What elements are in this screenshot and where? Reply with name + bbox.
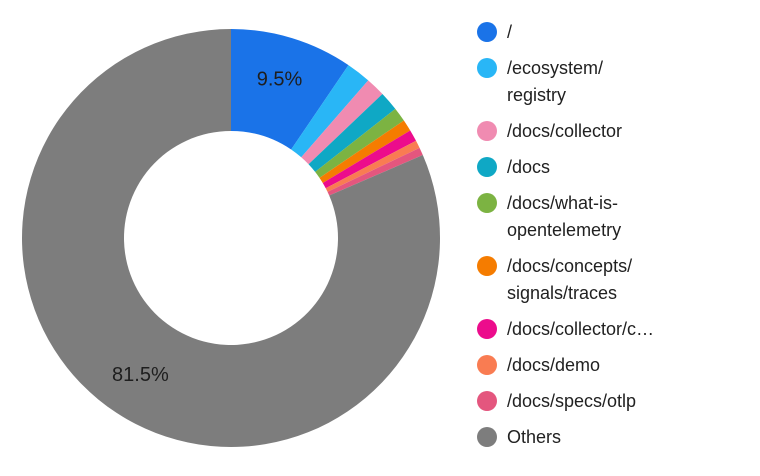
legend-swatch-icon [477, 427, 497, 447]
legend-item-/docs/specs/otlp[interactable]: /docs/specs/otlp [477, 388, 747, 415]
legend-label: /docs/collector [507, 121, 623, 141]
legend-swatch-icon [477, 121, 497, 141]
legend-item-/docs/what-is-opentelemetry[interactable]: /docs/what-is- opentelemetry [477, 190, 747, 244]
legend-item-/docs/concepts/signals/traces[interactable]: /docs/concepts/ signals/traces [477, 253, 747, 307]
legend-swatch-icon [477, 193, 497, 213]
donut-chart: 9.5% 81.5% [21, 29, 440, 447]
legend-label: / [507, 22, 513, 42]
legend-item-Others[interactable]: Others [477, 424, 747, 451]
legend-swatch-icon [477, 58, 497, 78]
legend-item-/ecosystem/registry[interactable]: /ecosystem/ registry [477, 55, 747, 109]
legend-swatch-icon [477, 157, 497, 177]
legend-swatch-icon [477, 391, 497, 411]
legend-label: Others [507, 427, 562, 447]
chart-legend: / /ecosystem/ registry/docs/collector/doc… [477, 19, 747, 460]
legend-item-/docs[interactable]: /docs [477, 154, 747, 181]
donut-slice-/docs/demo[interactable] [325, 140, 420, 192]
donut-slice-/docs/concepts/signals/traces[interactable] [319, 120, 411, 183]
legend-item-/docs/demo[interactable]: /docs/demo [477, 352, 747, 379]
legend-swatch-icon [477, 22, 497, 42]
donut-slice-/docs/collector[interactable] [301, 80, 383, 165]
legend-swatch-icon [477, 319, 497, 339]
legend-swatch-icon [477, 355, 497, 375]
legend-swatch-icon [477, 256, 497, 276]
donut-slice-/[interactable] [231, 29, 349, 150]
legend-item-/docs/collector[interactable]: /docs/collector [477, 118, 747, 145]
legend-label: /docs [507, 157, 551, 177]
donut-slice-/docs/specs/otlp[interactable] [327, 147, 423, 196]
legend-label: /docs/collector/c… [507, 319, 655, 339]
donut-slice-/docs[interactable] [308, 93, 396, 172]
legend-label: /docs/concepts/ signals/traces [507, 256, 633, 303]
slice-percent-label: 81.5% [112, 364, 169, 386]
legend-label: /docs/specs/otlp [507, 391, 637, 411]
donut-slice-/ecosystem/registry[interactable] [291, 65, 369, 158]
donut-slice-/docs/what-is-opentelemetry[interactable] [315, 108, 404, 178]
slice-percent-label: 9.5% [257, 69, 303, 91]
legend-item-/docs/collector/c…[interactable]: /docs/collector/c… [477, 316, 747, 343]
legend-label: /docs/demo [507, 355, 601, 375]
legend-label: /docs/what-is- opentelemetry [507, 193, 622, 240]
donut-slice-/docs/collector/c…[interactable] [322, 130, 417, 189]
legend-label: /ecosystem/ registry [507, 58, 604, 105]
legend-item-/[interactable]: / [477, 19, 747, 46]
donut-slice-Others[interactable] [21, 29, 440, 447]
